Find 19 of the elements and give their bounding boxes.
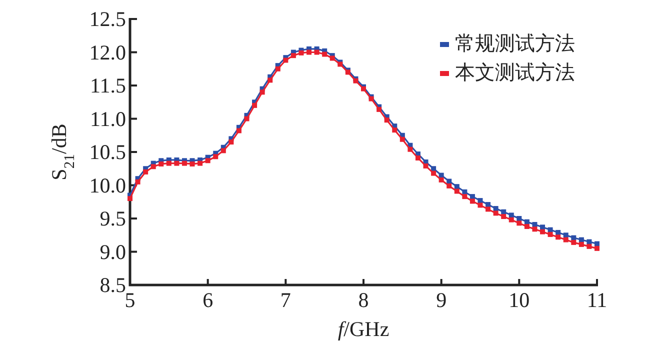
y-tick-label: 10.0 — [89, 173, 126, 198]
y-tick-label: 10.5 — [89, 140, 126, 164]
y-tick-label: 12.0 — [89, 40, 126, 64]
x-tick-label: 7 — [280, 288, 291, 312]
x-tick-label: 11 — [586, 288, 608, 312]
x-tick-label: 6 — [202, 288, 214, 312]
x-tick-label: 8 — [358, 288, 369, 312]
x-tick-label: 5 — [124, 288, 136, 312]
x-tick-label: 9 — [436, 288, 447, 312]
legend-label: 本文测试方法 — [455, 61, 575, 84]
legend-label: 常规测试方法 — [455, 32, 575, 55]
y-tick-label: 9.0 — [100, 240, 126, 264]
x-tick-label: 10 — [508, 288, 530, 312]
y-tick-label: 12.5 — [89, 7, 126, 31]
y-tick-label: 11.0 — [90, 106, 126, 131]
y-tick-label: 8.5 — [100, 273, 126, 297]
y-tick-label: 11.5 — [90, 74, 126, 98]
y-tick-label: 9.5 — [100, 206, 126, 230]
x-axis-title: f/GHz — [338, 317, 390, 341]
